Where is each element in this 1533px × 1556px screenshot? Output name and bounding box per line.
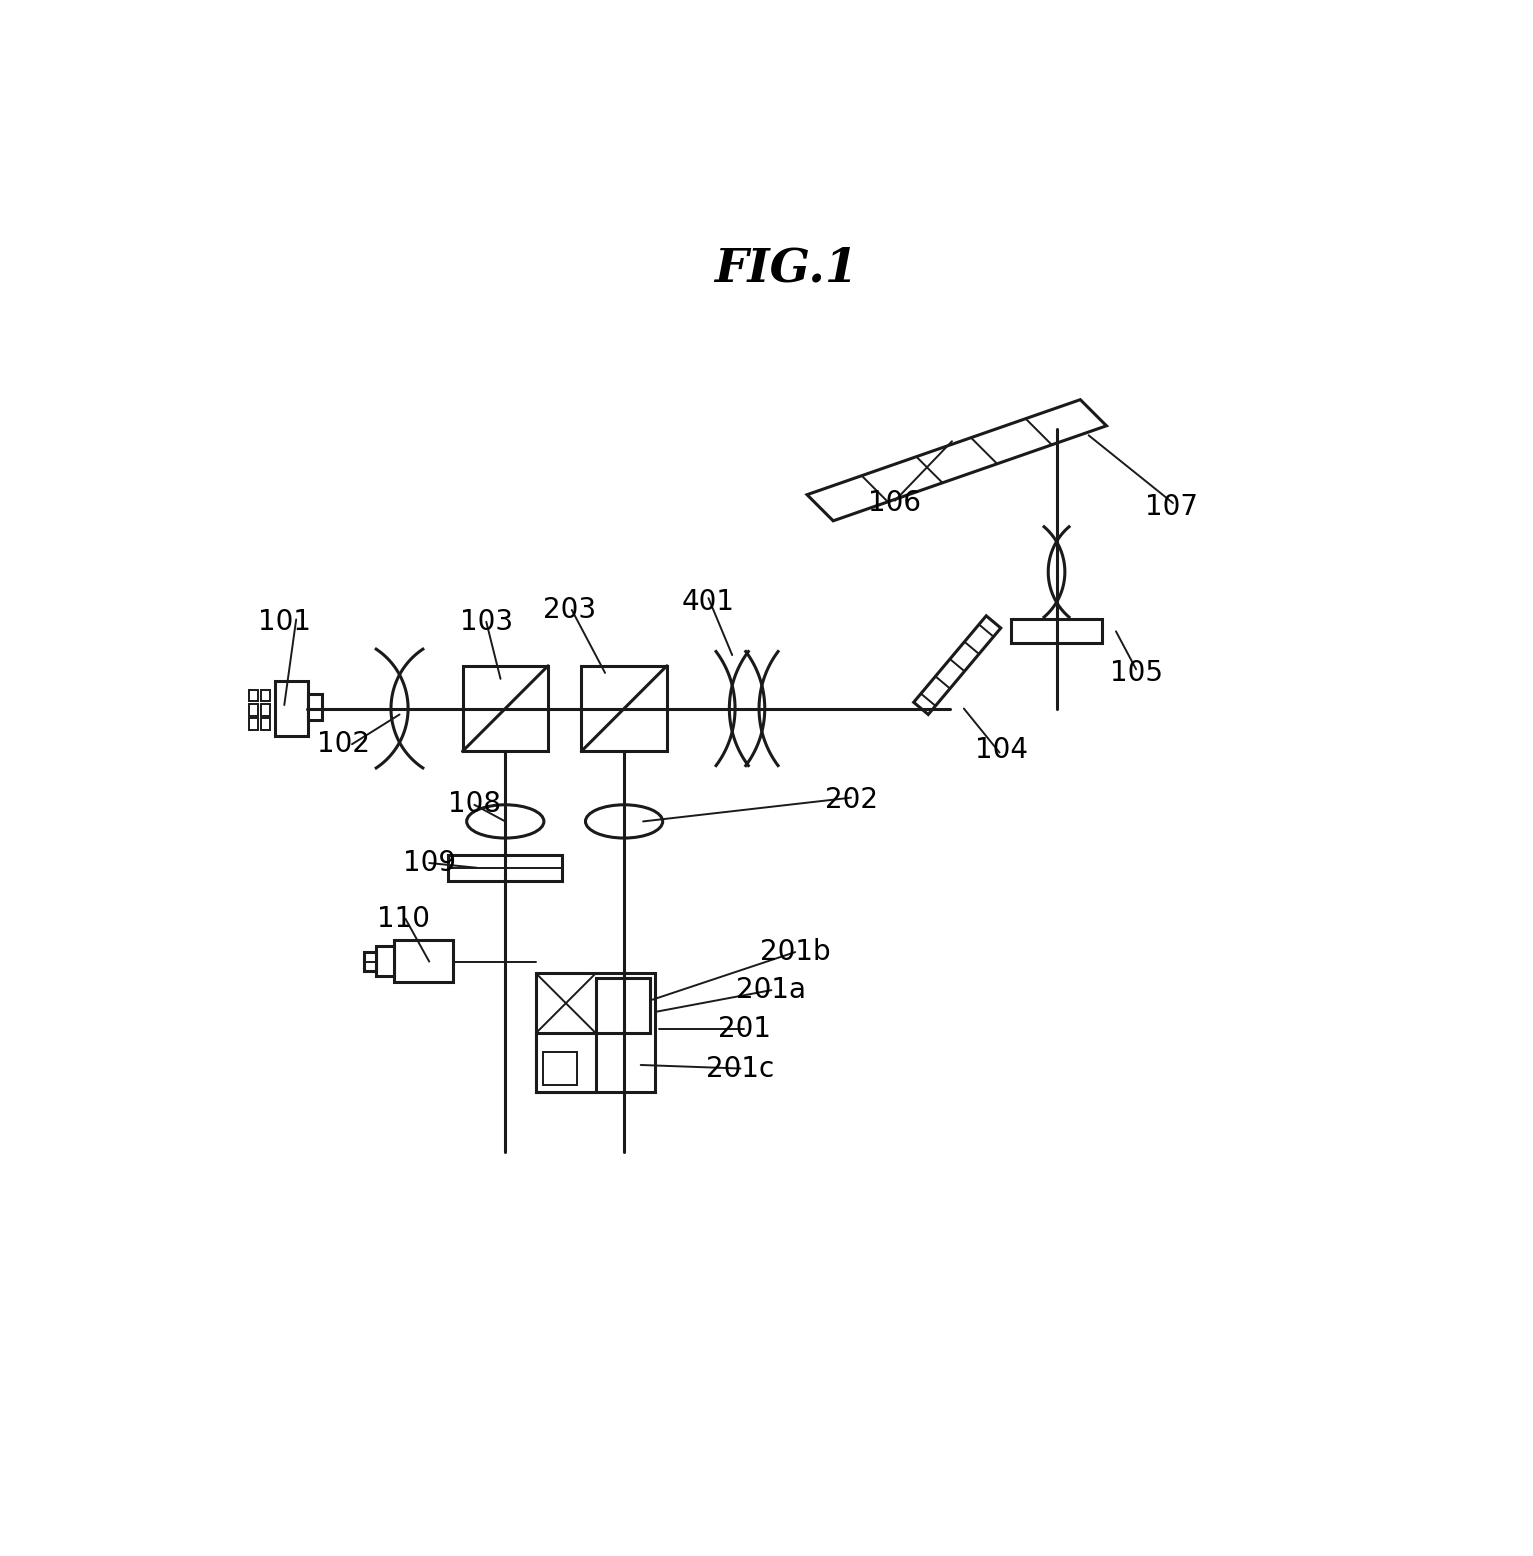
Bar	[394, 940, 454, 982]
Bar	[248, 717, 258, 730]
Bar	[261, 703, 270, 716]
Bar	[261, 689, 270, 702]
Bar	[595, 979, 650, 1033]
Text: 107: 107	[1145, 493, 1199, 521]
Text: 102: 102	[317, 730, 369, 758]
Text: 106: 106	[869, 489, 921, 517]
Text: 101: 101	[258, 608, 311, 636]
Bar	[261, 717, 270, 730]
Text: 201b: 201b	[760, 938, 831, 966]
Bar	[448, 854, 563, 881]
Text: 104: 104	[975, 736, 1029, 764]
Bar	[463, 666, 549, 752]
Text: 103: 103	[460, 608, 514, 636]
Text: FIG.1: FIG.1	[714, 246, 857, 291]
Bar	[581, 666, 667, 752]
Text: 201: 201	[717, 1016, 771, 1044]
Bar	[537, 1033, 595, 1092]
Polygon shape	[914, 616, 1001, 714]
Bar	[363, 952, 376, 971]
Bar	[537, 974, 655, 1092]
Text: 110: 110	[377, 906, 429, 934]
Polygon shape	[806, 400, 1107, 521]
Bar	[376, 946, 394, 976]
Ellipse shape	[466, 804, 544, 839]
Text: 202: 202	[825, 786, 877, 814]
Bar	[274, 682, 308, 736]
Text: 203: 203	[543, 596, 596, 624]
Bar	[248, 689, 258, 702]
Bar	[543, 1052, 576, 1085]
Text: 401: 401	[682, 588, 734, 616]
Text: 108: 108	[448, 789, 501, 817]
Bar	[308, 694, 322, 720]
Text: 105: 105	[1110, 658, 1162, 686]
Text: 109: 109	[403, 850, 455, 878]
Bar	[1012, 619, 1102, 643]
Bar	[248, 703, 258, 716]
Text: 201a: 201a	[736, 976, 806, 1004]
Ellipse shape	[586, 804, 662, 839]
Text: 201c: 201c	[707, 1055, 774, 1083]
